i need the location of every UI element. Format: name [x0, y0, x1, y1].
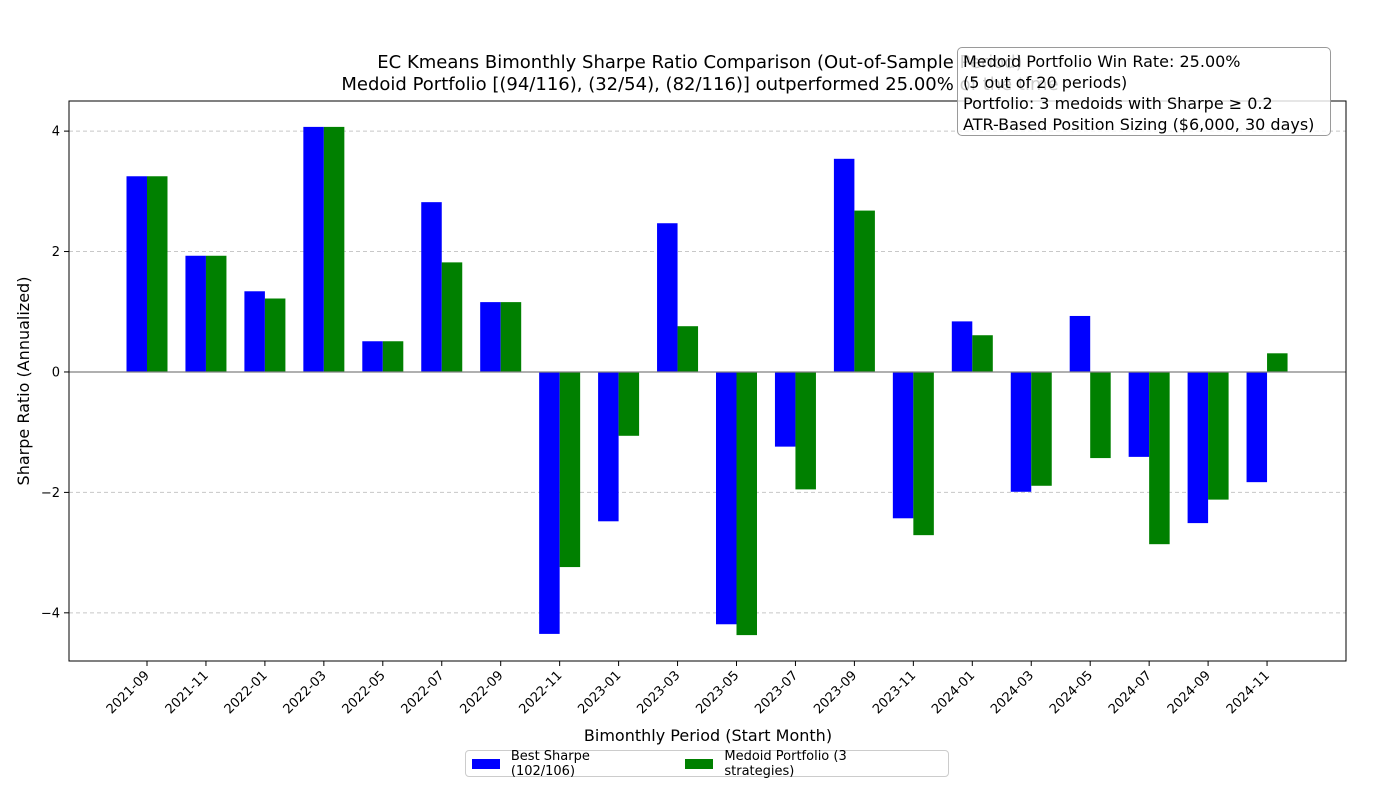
x-tick-label: 2023-05: [693, 668, 742, 717]
bar-medoid-portfolio: [559, 371, 581, 568]
bar-best-sharpe: [774, 371, 796, 447]
win-rate-info-box: Medoid Portfolio Win Rate: 25.00% (5 out…: [957, 47, 1331, 136]
bar-best-sharpe: [1128, 371, 1150, 457]
x-tick-label: 2023-09: [811, 668, 860, 717]
bar-best-sharpe: [126, 176, 147, 372]
bar-best-sharpe: [1069, 315, 1091, 372]
info-line: ATR-Based Position Sizing ($6,000, 30 da…: [963, 115, 1315, 134]
bar-medoid-portfolio: [205, 255, 227, 372]
bar-best-sharpe: [421, 202, 442, 372]
x-tick-label: 2024-05: [1047, 668, 1096, 717]
bar-best-sharpe: [892, 371, 914, 519]
bar-best-sharpe: [1010, 371, 1032, 492]
x-tick-label: 2022-01: [222, 668, 271, 717]
bar-best-sharpe: [303, 126, 324, 372]
y-tick-label: −2: [41, 486, 60, 501]
legend-item-best-sharpe: Best Sharpe (102/106): [472, 749, 657, 779]
info-line: Medoid Portfolio Win Rate: 25.00%: [963, 52, 1241, 71]
x-axis: 2021-09 2021-11 2022-01 2022-03 2022-05 2022-…: [104, 661, 1273, 717]
bar-best-sharpe: [833, 158, 855, 372]
bar-medoid-portfolio: [264, 298, 286, 372]
bar-best-sharpe: [716, 371, 737, 625]
x-tick-label: 2023-11: [870, 668, 919, 717]
bar-best-sharpe: [480, 302, 501, 372]
bar-medoid-portfolio: [147, 176, 168, 372]
bar-best-sharpe: [951, 321, 973, 372]
y-axis-label: Sharpe Ratio (Annualized): [14, 277, 33, 486]
chart-title: EC Kmeans Bimonthly Sharpe Ratio Compari…: [377, 52, 1023, 73]
x-tick-label: 2024-01: [929, 668, 978, 717]
bar-medoid-portfolio: [618, 371, 640, 436]
legend-item-medoid-portfolio: Medoid Portfolio (3 strategies): [685, 749, 920, 779]
bar-best-sharpe: [657, 223, 678, 372]
y-tick-label: −4: [41, 606, 60, 621]
bar-medoid-portfolio: [795, 371, 816, 490]
bar-best-sharpe: [185, 255, 206, 372]
x-tick-label: 2024-11: [1224, 668, 1273, 717]
bar-medoid-portfolio: [500, 302, 522, 372]
bar-medoid-portfolio: [854, 210, 875, 372]
bar-best-sharpe: [539, 371, 560, 634]
bar-best-sharpe: [244, 291, 265, 372]
bar-best-sharpe: [362, 341, 383, 372]
bar-medoid-portfolio: [1149, 371, 1170, 545]
info-line: Portfolio: 3 medoids with Sharpe ≥ 0.2: [963, 94, 1273, 113]
x-tick-label: 2022-11: [516, 668, 565, 717]
legend-label: Medoid Portfolio (3 strategies): [724, 748, 847, 779]
y-tick-label: 4: [52, 125, 60, 140]
bar-medoid-portfolio: [913, 371, 934, 536]
x-tick-label: 2024-03: [988, 668, 1037, 717]
bar-medoid-portfolio: [1031, 371, 1052, 486]
x-tick-label: 2021-09: [104, 668, 153, 717]
bar-medoid-portfolio: [677, 326, 699, 372]
x-tick-label: 2022-05: [340, 668, 389, 717]
legend: Best Sharpe (102/106) Medoid Portfolio (…: [465, 749, 949, 779]
bar-medoid-portfolio: [382, 341, 404, 372]
x-tick-label: 2023-01: [575, 668, 624, 717]
bar-medoid-portfolio: [736, 371, 757, 636]
bar-medoid-portfolio: [323, 126, 345, 372]
bar-medoid-portfolio: [1267, 353, 1288, 372]
x-tick-label: 2023-07: [752, 668, 801, 717]
chart-subtitle: Medoid Portfolio [(94/116), (32/54), (82…: [341, 74, 1059, 95]
bar-medoid-portfolio: [1090, 371, 1111, 459]
x-tick-label: 2023-03: [634, 668, 683, 717]
x-tick-label: 2022-03: [281, 668, 330, 717]
legend-label: Best Sharpe (102/106): [510, 748, 590, 779]
bars: [126, 126, 1288, 636]
x-tick-label: 2021-11: [163, 668, 212, 717]
x-tick-label: 2024-07: [1106, 668, 1155, 717]
info-line: (5 out of 20 periods): [963, 73, 1128, 92]
y-tick-label: 2: [52, 245, 60, 260]
bar-best-sharpe: [1187, 371, 1209, 524]
bar-best-sharpe: [598, 371, 619, 522]
y-tick-label: 0: [52, 365, 60, 380]
x-tick-label: 2022-07: [399, 668, 448, 717]
bar-medoid-portfolio: [441, 262, 463, 372]
bar-medoid-portfolio: [1208, 371, 1229, 500]
x-tick-label: 2022-09: [458, 668, 507, 717]
legend-swatch: [685, 758, 714, 769]
x-axis-label: Bimonthly Period (Start Month): [584, 726, 832, 745]
legend-swatch: [472, 758, 500, 769]
plot-frame: [68, 100, 1347, 662]
x-tick-label: 2024-09: [1165, 668, 1214, 717]
y-axis: 4 2 0 −2 −4: [41, 125, 69, 621]
bar-best-sharpe: [1246, 371, 1268, 483]
bar-medoid-portfolio: [972, 335, 993, 372]
